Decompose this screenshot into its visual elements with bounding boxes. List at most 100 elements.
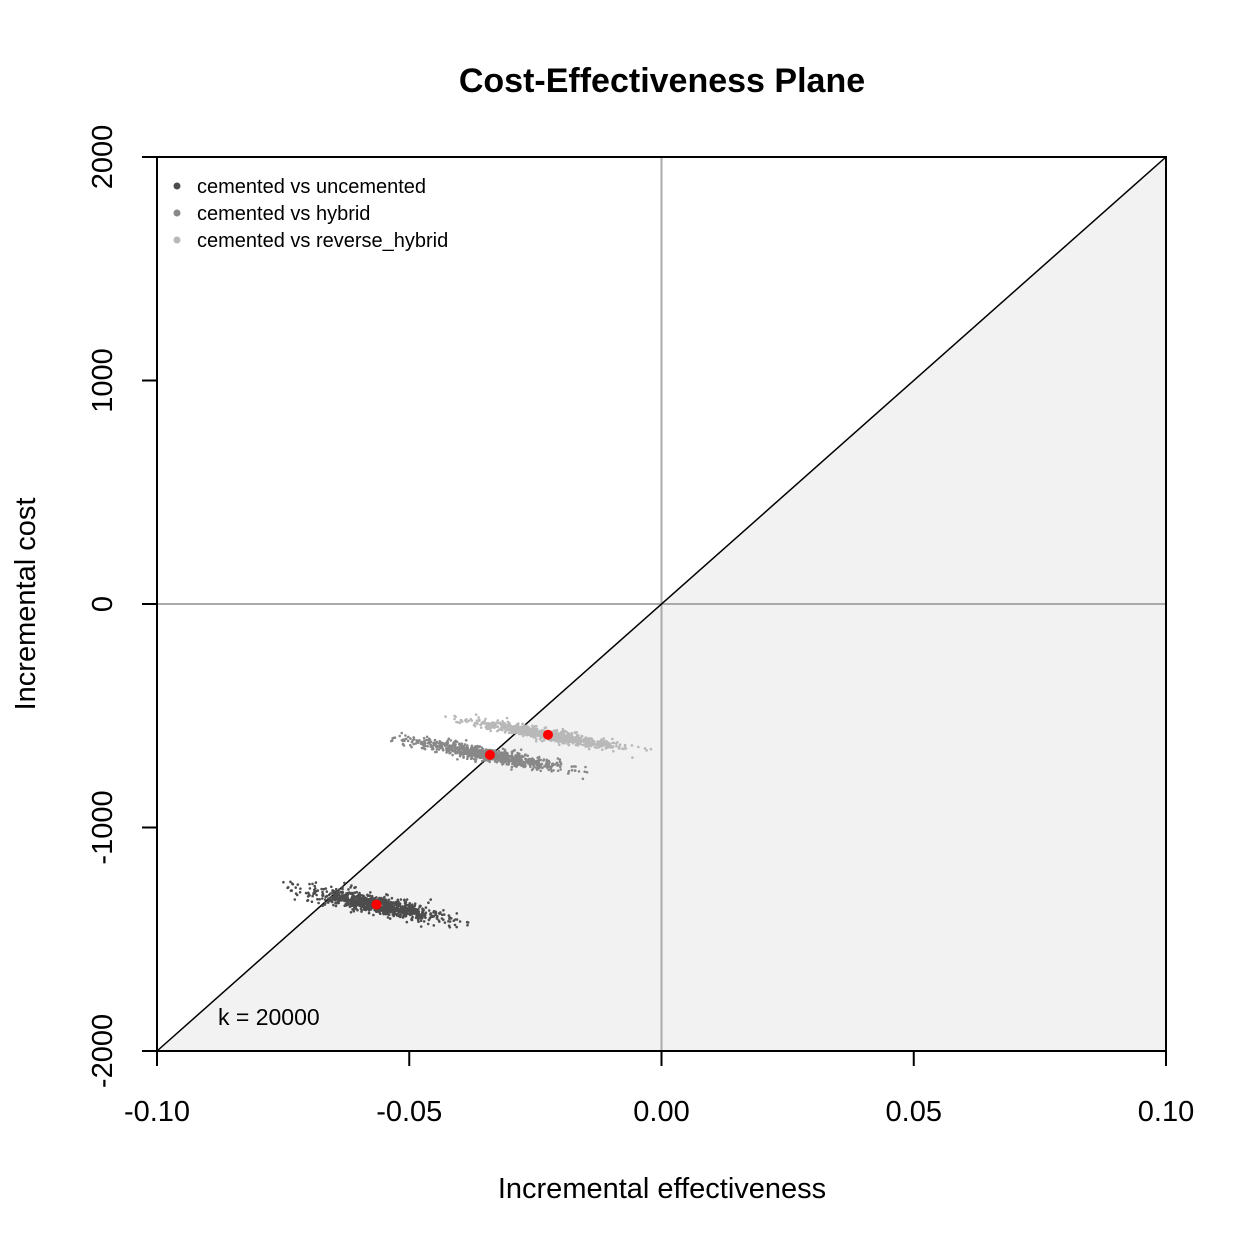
simulation-point: [358, 891, 361, 895]
simulation-point: [458, 744, 462, 747]
simulation-point: [296, 883, 300, 886]
simulation-point: [421, 911, 424, 914]
simulation-point: [581, 777, 585, 781]
simulation-point: [381, 907, 385, 911]
simulation-point: [465, 920, 469, 924]
simulation-point: [524, 757, 527, 761]
simulation-point: [334, 887, 338, 891]
simulation-point: [523, 762, 527, 765]
simulation-point: [517, 760, 521, 763]
simulation-point: [389, 900, 393, 904]
simulation-point: [495, 760, 499, 764]
simulation-point: [314, 887, 317, 890]
simulation-point: [413, 907, 416, 910]
simulation-point: [282, 880, 285, 884]
simulation-point: [602, 741, 605, 745]
simulation-point: [402, 910, 405, 914]
simulation-point: [404, 737, 408, 741]
simulation-point: [308, 882, 311, 886]
simulation-point: [596, 740, 600, 744]
simulation-point: [522, 734, 525, 738]
simulation-point: [406, 910, 409, 914]
simulation-point: [372, 913, 375, 917]
simulation-point: [577, 734, 580, 737]
simulation-point: [488, 727, 492, 730]
simulation-point: [573, 769, 577, 772]
simulation-point: [516, 723, 520, 726]
x-tick-label: -0.05: [376, 1096, 442, 1128]
simulation-point: [350, 904, 354, 908]
simulation-point: [506, 755, 510, 759]
simulation-point: [352, 908, 356, 911]
simulation-point: [530, 760, 533, 764]
simulation-point: [437, 748, 441, 751]
simulation-point: [360, 910, 363, 913]
simulation-point: [553, 763, 557, 766]
simulation-point: [414, 742, 418, 745]
simulation-point: [375, 896, 378, 899]
simulation-point: [335, 890, 339, 893]
simulation-point: [546, 763, 549, 767]
simulation-point: [384, 900, 387, 903]
simulation-point: [439, 746, 443, 750]
simulation-point: [387, 898, 391, 902]
simulation-point: [501, 757, 505, 761]
simulation-point: [448, 916, 451, 919]
simulation-point: [453, 923, 457, 927]
simulation-point: [498, 758, 502, 761]
simulation-point: [425, 735, 429, 739]
simulation-point: [397, 911, 400, 915]
simulation-point: [407, 904, 411, 907]
simulation-point: [495, 725, 498, 728]
simulation-point: [523, 754, 527, 757]
simulation-point: [438, 740, 442, 743]
simulation-point: [535, 737, 538, 741]
simulation-point: [505, 760, 509, 763]
simulation-point: [530, 727, 534, 731]
simulation-point: [368, 894, 372, 897]
simulation-point: [545, 758, 549, 762]
chart-title: Cost-Effectiveness Plane: [459, 62, 865, 100]
simulation-point: [405, 898, 409, 901]
simulation-point: [565, 730, 568, 734]
simulation-point: [337, 891, 341, 894]
simulation-point: [470, 748, 473, 751]
simulation-point: [469, 757, 473, 760]
simulation-point: [512, 758, 515, 762]
simulation-point: [401, 916, 405, 919]
simulation-point: [327, 893, 331, 897]
legend-marker: [173, 209, 181, 217]
simulation-point: [346, 898, 350, 902]
simulation-point: [366, 893, 369, 897]
simulation-point: [434, 750, 437, 754]
legend-marker: [173, 236, 181, 244]
simulation-point: [467, 751, 471, 755]
simulation-point: [311, 894, 314, 898]
simulation-point: [519, 748, 523, 751]
simulation-point: [359, 893, 363, 897]
simulation-point: [409, 737, 412, 740]
simulation-clouds: [282, 713, 653, 929]
simulation-point: [521, 727, 524, 730]
simulation-point: [428, 742, 432, 745]
simulation-point: [323, 898, 327, 901]
simulation-point: [474, 713, 478, 716]
simulation-point: [406, 739, 410, 743]
simulation-point: [462, 755, 465, 759]
simulation-point: [570, 765, 574, 768]
simulation-point: [608, 742, 612, 746]
simulation-point: [335, 902, 339, 905]
simulation-point: [424, 916, 427, 920]
simulation-point: [432, 911, 435, 914]
simulation-point: [465, 720, 469, 724]
simulation-point: [513, 729, 517, 732]
simulation-point: [360, 904, 364, 908]
simulation-point: [612, 749, 615, 753]
cloud-series-1: [390, 731, 589, 781]
simulation-point: [352, 897, 356, 901]
simulation-point: [474, 751, 478, 754]
simulation-point: [436, 914, 439, 918]
simulation-point: [547, 768, 550, 772]
simulation-point: [605, 744, 609, 747]
simulation-point: [623, 745, 627, 748]
